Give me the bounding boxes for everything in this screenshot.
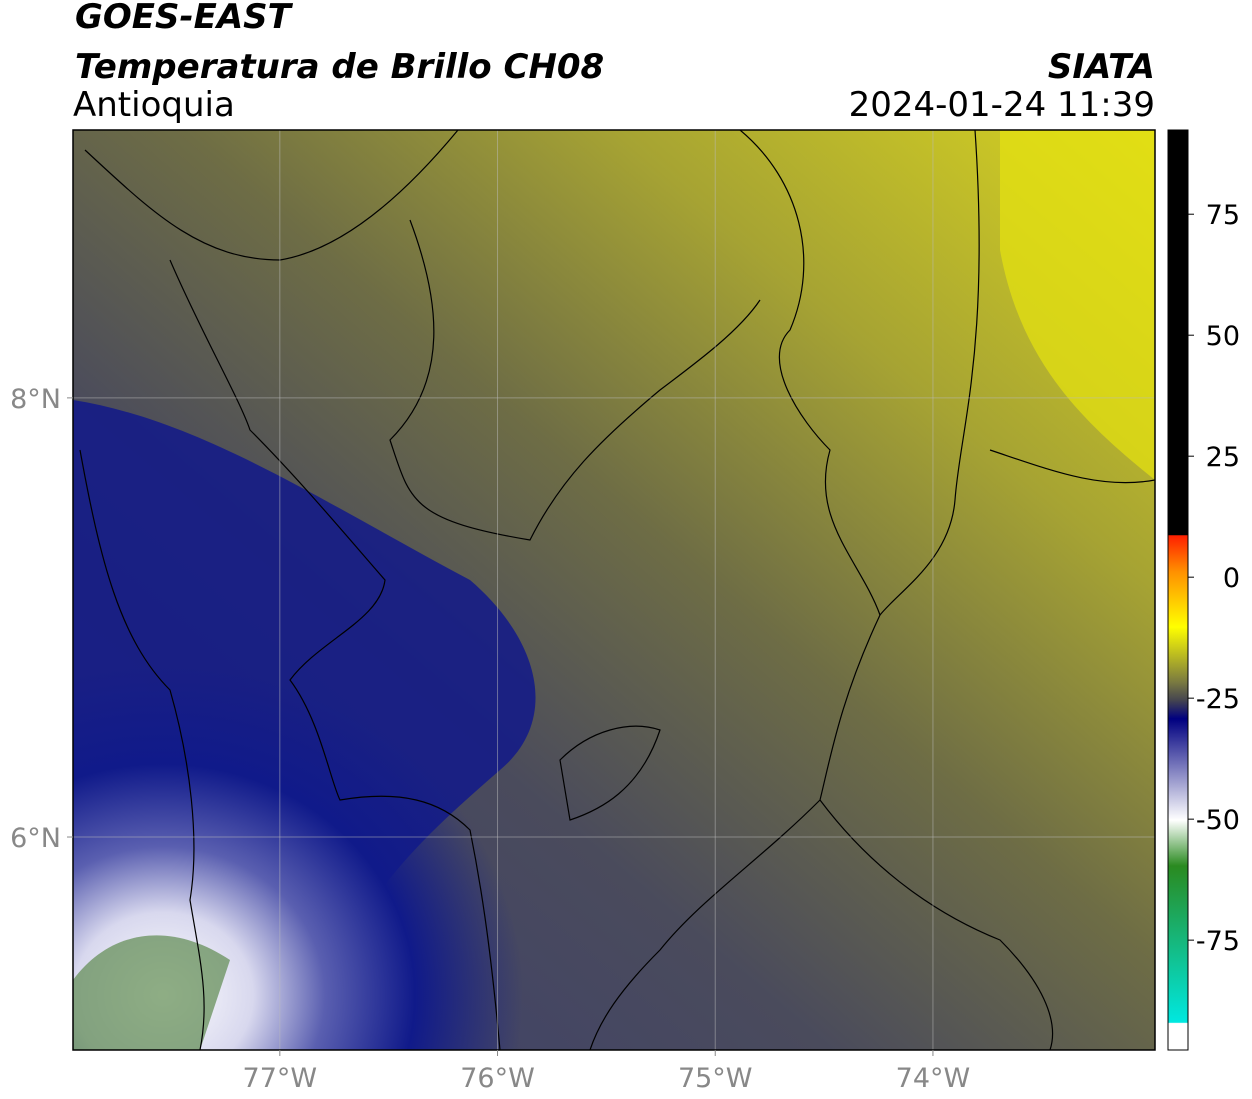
title: GOES-EAST — [75, 0, 294, 37]
colorbar-tick-label: 75 — [1206, 200, 1240, 231]
x-tick-label: 74°W — [896, 1063, 971, 1094]
datetime: 2024-01-24 11:39 — [849, 85, 1155, 125]
colorbar-tick-label: -75 — [1196, 926, 1240, 957]
colorbar-tick-label: -25 — [1196, 684, 1240, 715]
colorbar-tick-label: 50 — [1206, 321, 1240, 352]
colorbar-tick-label: 25 — [1206, 442, 1240, 473]
x-tick-label: 77°W — [243, 1063, 318, 1094]
x-tick-label: 75°W — [678, 1063, 753, 1094]
source: SIATA — [1048, 47, 1155, 87]
map-frame — [72, 129, 1156, 1051]
map-image — [73, 130, 1155, 1050]
subtitle: Temperatura de Brillo CH08 — [75, 47, 604, 87]
colorbar-tick-label: -50 — [1196, 805, 1240, 836]
colorbar-tick-label: 0 — [1223, 563, 1240, 594]
y-tick-label: 6°N — [10, 823, 61, 854]
colorbar — [1167, 129, 1189, 1051]
y-tick-label: 8°N — [10, 384, 61, 415]
region: Antioquia — [73, 85, 235, 125]
x-tick-label: 76°W — [460, 1063, 535, 1094]
